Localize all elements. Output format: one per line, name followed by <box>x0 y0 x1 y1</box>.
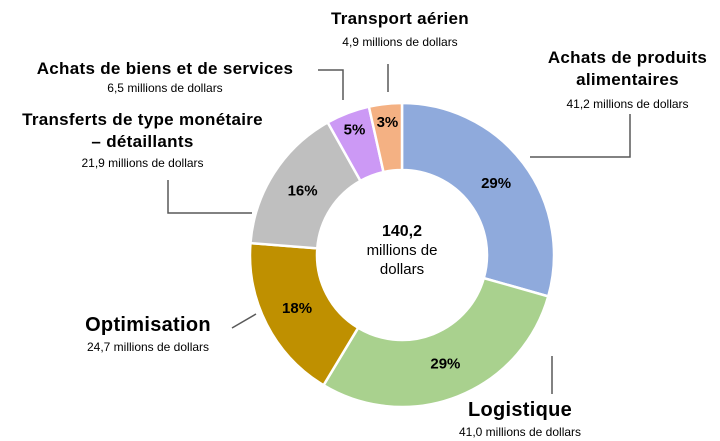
leader-line <box>318 69 344 100</box>
category-label: Logistique <box>467 399 573 421</box>
category-label: Optimisation <box>85 314 211 336</box>
percent-label: 29% <box>481 175 511 192</box>
leader-line <box>167 180 252 214</box>
percent-label: 16% <box>288 182 318 199</box>
value-label: 41,0 millions de dollars <box>458 425 582 439</box>
value-label: 4,9 millions de dollars <box>342 35 458 49</box>
percent-label: 5% <box>344 122 366 139</box>
center-label: 140,2 millions de dollars <box>342 222 462 279</box>
center-unit: millions de dollars <box>366 242 438 278</box>
percent-label: 18% <box>282 300 312 317</box>
slice <box>321 276 550 409</box>
value-label: 21,9 millions de dollars <box>81 156 204 170</box>
slice <box>367 101 404 174</box>
category-label: Achats de biens et de services <box>36 59 294 78</box>
leader-line <box>530 114 631 158</box>
category-label: Transferts de type monétaire – détaillan… <box>22 110 263 151</box>
leader-line <box>231 313 257 329</box>
value-label: 24,7 millions de dollars <box>86 340 210 354</box>
leader-lines <box>167 64 631 394</box>
category-label: Achats de produits alimentaires <box>547 48 708 89</box>
percent-label: 3% <box>377 114 399 131</box>
slice <box>400 101 556 298</box>
percent-label: 29% <box>430 356 460 373</box>
value-label: 6,5 millions de dollars <box>107 81 223 95</box>
category-label: Transport aérien <box>330 9 469 28</box>
value-label: 41,2 millions de dollars <box>566 97 689 111</box>
center-total: 140,2 <box>381 223 423 240</box>
